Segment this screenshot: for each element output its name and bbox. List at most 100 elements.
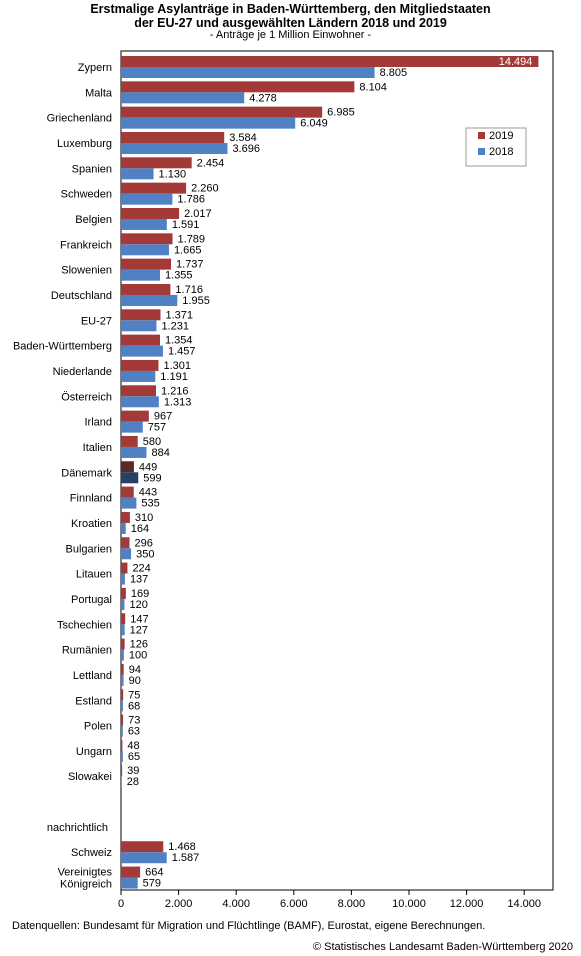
bar-2019-österreich [121, 385, 157, 397]
bar-2019-slowakei [121, 765, 123, 777]
value-label-2018-frankreich: 1.665 [174, 244, 202, 256]
category-label-tschechien: Tschechien [57, 619, 112, 631]
value-label-2018-vereinigtes-königreich: 579 [143, 878, 161, 890]
bar-2018-finnland [121, 497, 137, 509]
bar-2018-zypern [121, 67, 375, 78]
category-label-portugal: Portugal [71, 594, 112, 606]
value-label-2018-polen: 63 [128, 726, 140, 738]
chart-subtitle: - Anträge je 1 Million Einwohner - [209, 29, 372, 41]
bar-2018-luxemburg [121, 142, 228, 154]
value-label-2019-griechenland: 6.985 [327, 107, 355, 119]
bar-2018-ungarn [121, 750, 123, 762]
value-label-2019-malta: 8.104 [359, 81, 387, 93]
category-label-italien: Italien [83, 442, 112, 454]
value-label-2019-dänemark: 449 [139, 461, 157, 473]
bar-2018-schweiz [121, 852, 167, 864]
category-label-lettland: Lettland [73, 670, 112, 682]
bar-2019-griechenland [121, 106, 323, 118]
bar-2018-portugal [121, 598, 125, 610]
value-label-2018-slowenien: 1.355 [165, 270, 193, 282]
bar-2019-luxemburg [121, 131, 225, 143]
value-label-2018-schweiz: 1.587 [172, 852, 200, 864]
category-label-ungarn: Ungarn [76, 746, 112, 758]
section-label: nachrichtlich [47, 822, 108, 834]
source-note: Datenquellen: Bundesamt für Migration un… [12, 920, 486, 932]
bar-2018-vereinigtes-königreich [121, 877, 138, 889]
bar-2018-tschechien [121, 624, 125, 636]
value-label-2018-niederlande: 1.191 [160, 371, 188, 383]
bar-2019-spanien [121, 157, 192, 169]
bar-2019-malta [121, 81, 355, 93]
bar-2019-schweden [121, 182, 187, 194]
bar-2019-finnland [121, 486, 134, 498]
category-label-dänemark: Dänemark [61, 467, 112, 479]
value-label-2019-schweiz: 1.468 [168, 841, 196, 853]
value-label-2019-vereinigtes-königreich: 664 [145, 867, 163, 879]
category-label-slowakei: Slowakei [68, 771, 112, 783]
value-label-2018-belgien: 1.591 [172, 219, 200, 231]
value-label-2018-italien: 884 [151, 447, 169, 459]
value-label-2019-estland: 75 [128, 689, 140, 701]
x-tick-label: 10.000 [392, 898, 426, 910]
bar-2019-rumänien [121, 638, 125, 650]
value-label-2019-baden-württemberg: 1.354 [165, 335, 193, 347]
value-label-2018-baden-württemberg: 1.457 [168, 346, 196, 358]
bar-2019-slowenien [121, 258, 172, 270]
bar-2019-portugal [121, 587, 126, 599]
bar-2019-italien [121, 435, 138, 447]
value-label-2019-tschechien: 147 [130, 613, 148, 625]
category-label-irland: Irland [84, 417, 112, 429]
bar-2018-griechenland [121, 117, 296, 129]
bar-2019-baden-württemberg [121, 334, 160, 346]
value-label-2018-malta: 4.278 [249, 92, 277, 104]
category-label-baden-württemberg: Baden-Württemberg [13, 341, 112, 353]
category-label-schweiz: Schweiz [71, 847, 112, 859]
bar-2018-dänemark [121, 472, 139, 484]
bar-2019-polen [121, 714, 124, 726]
legend-swatch-2018 [478, 148, 485, 155]
bar-2018-slowenien [121, 269, 161, 281]
value-label-2019-schweden: 2.260 [191, 183, 219, 195]
value-label-2018-lettland: 90 [129, 675, 141, 687]
value-label-2019-belgien: 2.017 [184, 208, 212, 220]
x-tick-label: 12.000 [450, 898, 484, 910]
bar-2018-eu-27 [121, 320, 157, 332]
bar-2018-österreich [121, 396, 159, 408]
value-label-2018-österreich: 1.313 [164, 396, 192, 408]
category-label-frankreich: Frankreich [60, 239, 112, 251]
value-label-2019-portugal: 169 [131, 588, 149, 600]
value-label-2019-lettland: 94 [129, 664, 141, 676]
value-label-2018-slowakei: 28 [127, 776, 139, 788]
category-label-luxemburg: Luxemburg [57, 138, 112, 150]
category-label-rumänien: Rumänien [62, 645, 112, 657]
value-label-2019-polen: 73 [128, 715, 140, 727]
value-label-2018-finnland: 535 [141, 498, 159, 510]
value-label-2018-zypern: 8.805 [380, 67, 408, 79]
chart-title-line2: der EU-27 und ausgewählten Ländern 2018 … [134, 16, 447, 30]
value-label-2018-eu-27: 1.231 [161, 320, 189, 332]
value-label-2019-österreich: 1.216 [161, 385, 189, 397]
bar-2018-spanien [121, 168, 154, 180]
bar-2019-tschechien [121, 613, 126, 625]
category-label-österreich: Österreich [61, 391, 112, 403]
bar-2018-baden-württemberg [121, 345, 163, 357]
bar-2019-ungarn [121, 739, 123, 751]
value-label-2019-eu-27: 1.371 [165, 309, 193, 321]
category-label-griechenland: Griechenland [47, 113, 112, 125]
category-label-kroatien: Kroatien [71, 518, 112, 530]
bar-2018-bulgarien [121, 548, 132, 560]
bar-2019-irland [121, 410, 149, 422]
bar-2019-kroatien [121, 511, 130, 523]
bar-2018-niederlande [121, 370, 156, 382]
bar-2018-litauen [121, 573, 125, 585]
value-label-2018-kroatien: 164 [131, 523, 149, 535]
x-tick-label: 2.000 [165, 898, 193, 910]
value-label-2019-rumänien: 126 [130, 639, 148, 651]
value-label-2018-deutschland: 1.955 [182, 295, 210, 307]
value-label-2019-slowakei: 39 [127, 765, 139, 777]
legend-label-2019: 2019 [489, 130, 513, 142]
x-tick-label: 4.000 [222, 898, 250, 910]
value-label-2019-slowenien: 1.737 [176, 259, 204, 271]
bar-2019-vereinigtes-königreich [121, 866, 141, 878]
category-label-zypern: Zypern [78, 62, 112, 74]
